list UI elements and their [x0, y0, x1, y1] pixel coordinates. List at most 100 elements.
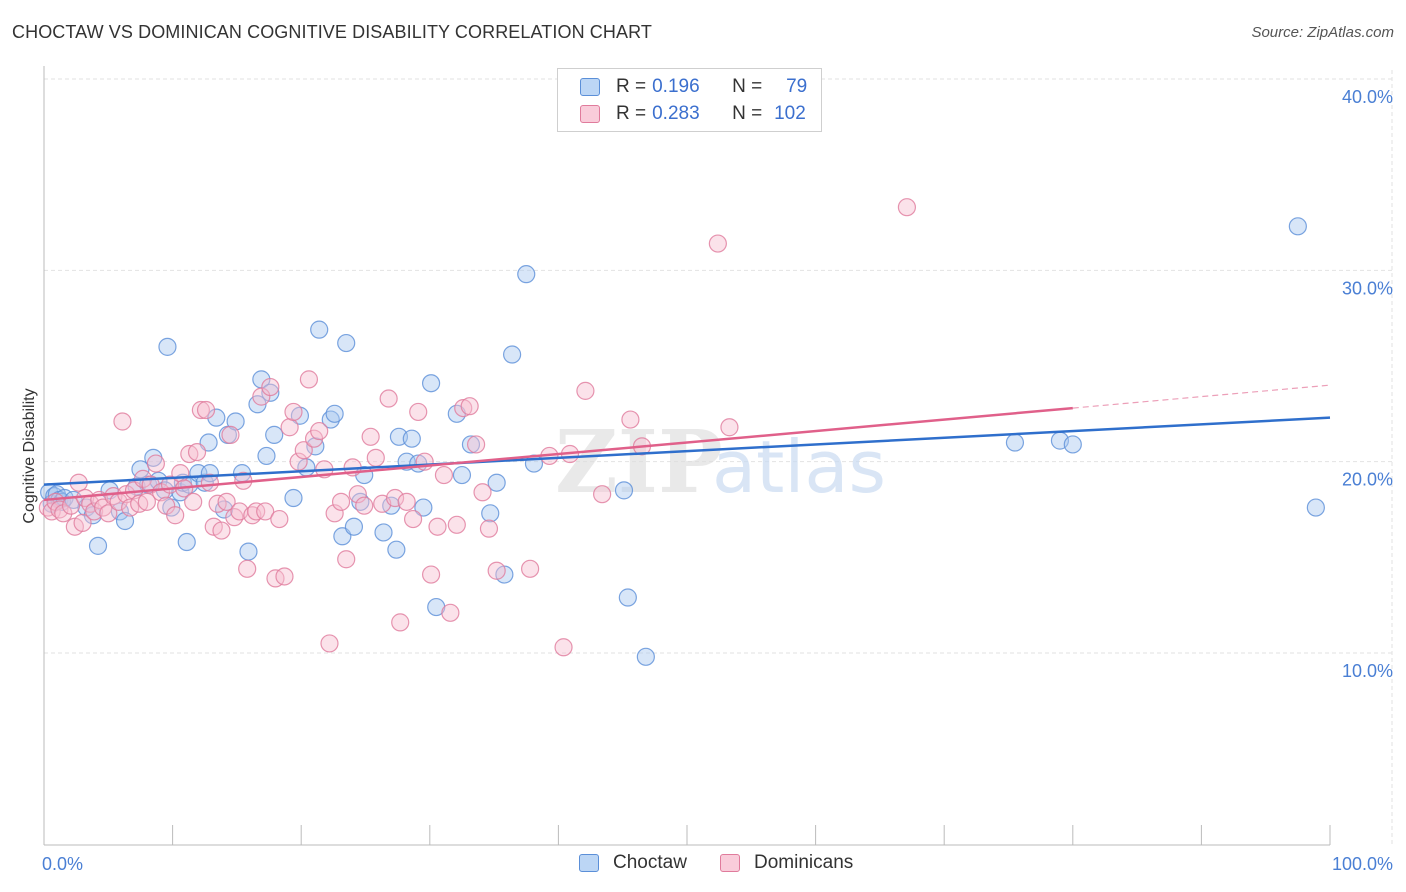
dominican-point: [85, 502, 104, 521]
data-points: [38, 198, 1325, 666]
dominican-point: [217, 492, 236, 511]
dominican-point: [454, 398, 473, 418]
dominican-point: [294, 441, 313, 460]
dominican-point: [897, 198, 917, 217]
dominican-point: [576, 381, 595, 400]
tick-labels: 10.0% 20.0% 30.0% 40.0% 0.0% 100.0% Cognitive …: [21, 87, 1393, 874]
dominican-point: [593, 485, 612, 504]
legend-n-label: N =: [732, 76, 763, 97]
dominican-point: [487, 561, 506, 580]
legend-r-value: 0.283: [652, 103, 700, 124]
choctaw-point: [374, 523, 393, 542]
dominican-point: [280, 418, 299, 437]
dominican-point: [325, 504, 344, 523]
choctaw-point: [517, 265, 536, 284]
dominican-point: [441, 603, 460, 622]
choctaw-point: [239, 542, 258, 561]
x-tick-label: 100.0%: [1332, 854, 1393, 874]
dominican-point: [554, 638, 573, 657]
chart-source: Source: ZipAtlas.com: [1251, 24, 1394, 41]
choctaw-swatch: [580, 78, 600, 96]
choctaw-point: [207, 408, 226, 427]
dominican-point: [720, 418, 739, 437]
choctaw-swatch: [579, 854, 599, 872]
choctaw-point: [177, 532, 196, 552]
dominican-point: [299, 370, 319, 389]
y-axis-title: Cognitive Disability: [21, 388, 38, 523]
choctaw-point: [265, 425, 284, 444]
trend-lines: [43, 384, 1331, 502]
dominican-point: [99, 504, 118, 523]
bottom-legend-choctaw: Choctaw: [579, 852, 687, 874]
choctaw-point: [158, 337, 177, 356]
choctaw-point: [1306, 498, 1325, 517]
dominican-point: [348, 485, 367, 504]
choctaw-point: [636, 647, 655, 666]
dominican-point: [191, 400, 210, 420]
choctaw-point: [1005, 433, 1025, 452]
dominican-point: [521, 559, 540, 578]
dominican-point: [385, 488, 405, 508]
chart-title: CHOCTAW VS DOMINICAN COGNITIVE DISABILIT…: [12, 22, 652, 42]
dominicans-swatch: [580, 105, 600, 123]
dominican-point: [196, 400, 216, 420]
choctaw-point: [257, 446, 276, 466]
choctaw-point: [344, 517, 364, 536]
dominican-point: [403, 509, 423, 529]
axes: [43, 66, 1331, 846]
dominican-point: [225, 508, 244, 527]
choctaw-point: [325, 404, 344, 423]
dominican-point: [275, 567, 294, 586]
y-tick-label: 30.0%: [1342, 278, 1393, 298]
dominican-point: [621, 410, 640, 429]
bottom-legend-label: Choctaw: [613, 852, 687, 873]
dominican-point: [434, 465, 454, 485]
dominican-point: [200, 473, 219, 492]
dominican-point: [270, 509, 289, 529]
gridlines: [44, 70, 1393, 845]
choctaw-point: [284, 488, 303, 508]
dominican-point: [320, 634, 339, 653]
choctaw-point: [618, 588, 637, 607]
watermark-atlas: atlas: [712, 425, 886, 509]
legend-r-label: R =: [616, 76, 647, 97]
choctaw-point: [414, 498, 433, 517]
choctaw-point: [226, 412, 245, 431]
choctaw-point: [461, 435, 481, 454]
dominican-point: [447, 515, 466, 534]
bottom-legend-label: Dominicans: [754, 852, 854, 873]
choctaw-point: [337, 333, 356, 353]
dominicans-swatch: [720, 854, 740, 872]
dominican-point: [355, 496, 374, 515]
choctaw-point: [115, 511, 135, 531]
dominican-point: [479, 519, 499, 538]
dominican-point: [238, 559, 257, 578]
dominican-point: [460, 397, 479, 416]
dominican-point: [171, 464, 190, 483]
dominican-point: [184, 492, 203, 511]
dominican-point: [331, 492, 351, 511]
choctaw-point: [1063, 435, 1082, 454]
choctaw-point: [306, 437, 325, 456]
choctaw-point: [402, 429, 421, 448]
bottom-legend: Choctaw Dominicans: [0, 852, 1406, 878]
dominican-point: [137, 492, 156, 511]
dominican-point: [221, 425, 240, 444]
dominican-point: [261, 377, 280, 397]
choctaw-point: [452, 465, 472, 485]
choctaw-point: [1288, 217, 1307, 236]
dominican-point: [379, 389, 398, 408]
choctaw-point: [421, 374, 441, 393]
choctaw-point: [503, 345, 522, 364]
dominican-point: [361, 427, 380, 446]
dominican-point: [708, 234, 727, 253]
legend-r-label: R =: [616, 103, 647, 124]
dominican-point: [187, 443, 207, 462]
choctaw-point: [387, 540, 406, 559]
dominican-point: [113, 412, 132, 431]
legend-row-choctaw: R = 0.196 N = 79: [580, 74, 807, 100]
choctaw-point: [487, 473, 506, 492]
x-tick-label: 0.0%: [42, 854, 83, 874]
y-tick-label: 10.0%: [1342, 661, 1393, 681]
